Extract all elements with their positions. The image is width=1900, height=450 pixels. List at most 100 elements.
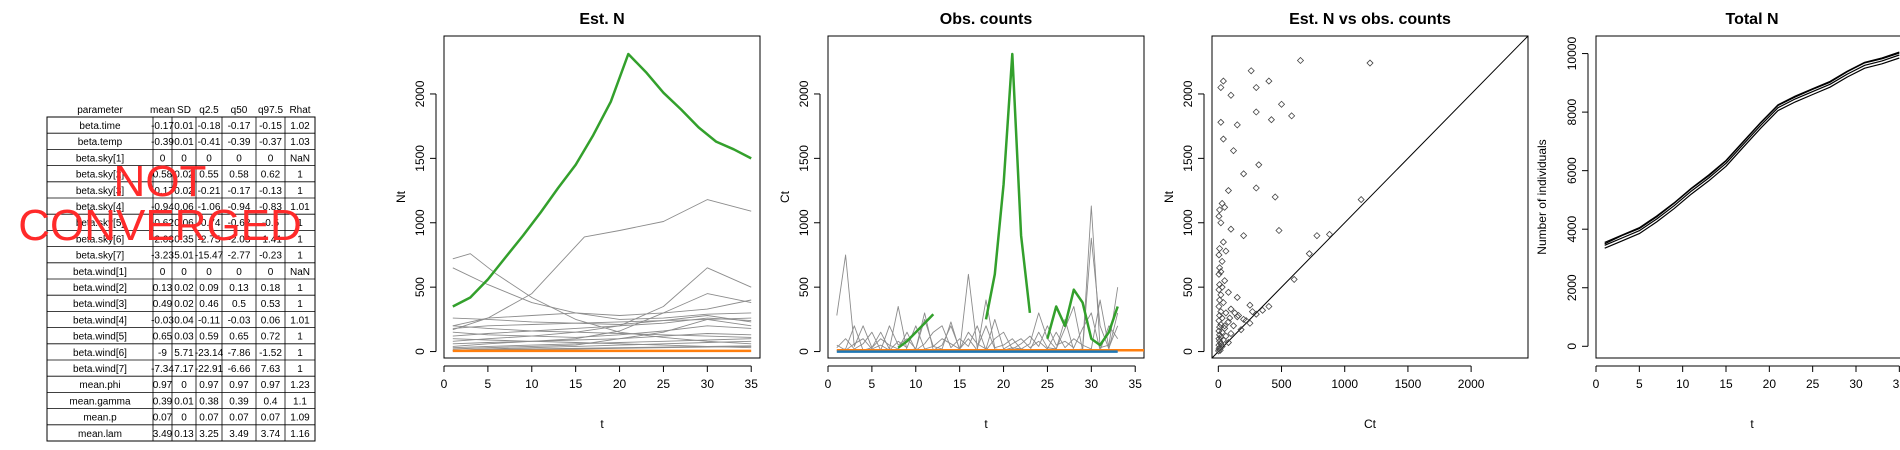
table-cell-parameter: beta.sky[4] (76, 202, 125, 213)
table-cell-value: 1.02 (290, 121, 310, 132)
table-row: beta.sky[6] -2.03 0.35 -2.75 -2.03 -1.41 1 (76, 234, 303, 245)
table-cell-value: 0.38 (199, 396, 219, 407)
scatter-point (1217, 308, 1225, 316)
table-cell-value: 0.01 (174, 137, 194, 148)
table-cell-value: 0.02 (174, 186, 194, 197)
scatter-point (1226, 314, 1234, 322)
table-cell-parameter: beta.sky[7] (76, 251, 125, 262)
scatter-point (1224, 288, 1232, 296)
scatter-point (1325, 230, 1334, 238)
table-cell-value: -3.23 (151, 251, 174, 262)
plot-area (836, 52, 1144, 353)
table-cell-value: -0.62 (228, 218, 251, 229)
table-cell-parameter: beta.sky[3] (76, 186, 125, 197)
table-row: mean.gamma 0.39 0.01 0.38 0.39 0.4 1.1 (69, 396, 307, 407)
table-cell-value: 0.35 (174, 234, 194, 245)
table-cell-parameter: beta.sky[2] (76, 170, 125, 181)
series-line (452, 267, 752, 342)
table-header-q50: q50 (231, 105, 248, 116)
scatter-point (1215, 302, 1223, 311)
table-row: beta.wind[5] 0.65 0.03 0.59 0.65 0.72 1 (73, 332, 303, 343)
table-row: mean.lam 3.49 0.13 3.25 3.49 3.74 1.16 (78, 429, 310, 440)
scatter-point (1227, 91, 1235, 99)
table-header-parameter: parameter (77, 105, 123, 116)
table-cell-value: -0.5 (262, 218, 280, 229)
table-cell-value: 0.72 (261, 332, 281, 343)
table-cell-value: 3.25 (199, 429, 219, 440)
y-tick-label: 500 (1181, 277, 1195, 297)
plot-area (452, 52, 752, 353)
table-cell-value: 1.01 (290, 202, 310, 213)
scatter-point (1366, 59, 1374, 67)
table-row: beta.time -0.17 0.01 -0.18 -0.17 -0.15 1.02 (79, 121, 310, 132)
parameter-table: parameter mean SD q2.5 q50 q97.5 Rhat beta.time… (46, 105, 316, 442)
table-cell-value: 0.97 (199, 380, 219, 391)
scatter-point (1229, 322, 1238, 330)
table-cell-value: 0.58 (229, 170, 249, 181)
chart-title: Total N (1725, 11, 1778, 28)
scatter-point (1288, 112, 1296, 120)
table-cell-value: 0.13 (229, 283, 249, 294)
scatter-point (1242, 317, 1250, 325)
series-line (452, 267, 752, 320)
scatter-point (1219, 135, 1227, 143)
table-cell-value: -0.18 (198, 121, 221, 132)
highlighted-series-line (897, 313, 935, 349)
series-line (452, 333, 752, 345)
table-cell-value: -0.39 (151, 137, 174, 148)
table-cell-value: 5.71 (174, 348, 194, 359)
chart-title: Obs. counts (940, 11, 1033, 28)
table-cell-value: -7.34 (151, 364, 174, 375)
series-line (1604, 54, 1900, 246)
scatter-point (1357, 196, 1365, 204)
not-converged-stamp-line1: NOT (114, 157, 207, 206)
series-line (452, 199, 752, 331)
axes: 0 5 10 15 20 25 30 35 0 500 1000 1500 2000 (797, 80, 1142, 391)
table-cell-parameter: beta.wind[4] (73, 315, 127, 326)
scatter-point (1227, 329, 1235, 338)
x-tick-label: 35 (745, 377, 759, 391)
scatter-point (1215, 270, 1223, 278)
y-tick-label: 2000 (1181, 80, 1195, 107)
plot-frame (443, 35, 761, 359)
series-line (452, 345, 752, 351)
x-tick-label: 2000 (1458, 377, 1485, 391)
table-cell-value: -0.94 (151, 202, 174, 213)
table-cell-value: 7.17 (174, 364, 194, 375)
scatter-point (1233, 121, 1241, 129)
axes: 0 5 10 15 20 25 30 35 0 2000 4000 6000 8000 10000 (1565, 37, 1900, 391)
x-axis-label: t (1750, 417, 1754, 431)
table-cell-value: 0.07 (153, 413, 173, 424)
table-cell-value: -0.03 (228, 315, 251, 326)
plot-frame (827, 35, 1145, 359)
scatter-point (1224, 186, 1232, 195)
x-tick-label: 15 (1719, 377, 1733, 391)
table-cell-parameter: beta.time (79, 121, 121, 132)
scatter-point (1215, 286, 1223, 294)
scatter-point (1217, 118, 1225, 126)
x-tick-label: 30 (701, 377, 715, 391)
table-cell-value: -0.11 (198, 315, 220, 326)
scatter-point (1290, 275, 1298, 283)
table-cell-value: 0.65 (153, 332, 173, 343)
y-tick-label: 1500 (1181, 145, 1195, 172)
scatter-point (1252, 310, 1260, 318)
x-tick-label: 1500 (1395, 377, 1422, 391)
scatter-point (1216, 264, 1224, 272)
scatter-point (1224, 318, 1232, 326)
table-row: beta.wind[7] -7.34 7.17 -22.91 -6.66 7.63 1 (73, 364, 303, 375)
table-cell-parameter: beta.wind[1] (73, 267, 127, 278)
table-cell-value: -0.74 (198, 218, 221, 229)
table-cell-value: 1 (297, 251, 303, 262)
table-cell-value: 0.49 (153, 299, 173, 310)
table-cell-value: 1 (297, 234, 303, 245)
scatter-point (1252, 83, 1260, 92)
x-axis-label: Ct (1364, 417, 1377, 431)
table-cell-value: 0 (268, 267, 274, 278)
table-cell-value: -0.17 (151, 186, 174, 197)
plot-area (1604, 51, 1900, 249)
table-cell-value: -0.17 (228, 121, 251, 132)
x-tick-label: 0 (1215, 377, 1222, 391)
table-row: beta.sky[1] 0 0 0 0 0 NaN (76, 153, 310, 164)
table-cell-value: -0.39 (228, 137, 251, 148)
